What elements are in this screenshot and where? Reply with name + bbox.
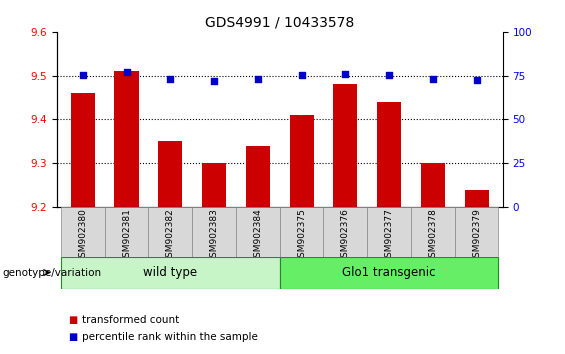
- Text: ■: ■: [68, 332, 77, 342]
- Bar: [105, 207, 149, 257]
- Text: percentile rank within the sample: percentile rank within the sample: [82, 332, 258, 342]
- Title: GDS4991 / 10433578: GDS4991 / 10433578: [205, 15, 354, 29]
- Point: [166, 76, 175, 82]
- Point: [122, 69, 131, 75]
- Text: GSM902375: GSM902375: [297, 209, 306, 263]
- Bar: [202, 163, 226, 207]
- Bar: [158, 141, 182, 207]
- Bar: [367, 207, 411, 257]
- Bar: [323, 207, 367, 257]
- Text: GSM902381: GSM902381: [122, 209, 131, 263]
- Text: wild type: wild type: [143, 266, 197, 279]
- Bar: [411, 207, 455, 257]
- Text: GSM902384: GSM902384: [253, 209, 262, 263]
- Bar: [377, 102, 401, 207]
- Text: GSM902380: GSM902380: [79, 209, 87, 263]
- Bar: [289, 115, 314, 207]
- Text: GSM902382: GSM902382: [166, 209, 175, 263]
- Point: [341, 71, 350, 77]
- Bar: [192, 207, 236, 257]
- Bar: [61, 207, 105, 257]
- Bar: [280, 207, 323, 257]
- Point: [385, 72, 394, 78]
- Point: [297, 72, 306, 78]
- Text: transformed count: transformed count: [82, 315, 179, 325]
- Text: GSM902378: GSM902378: [428, 209, 437, 263]
- Text: GSM902383: GSM902383: [210, 209, 219, 263]
- Bar: [115, 71, 138, 207]
- Bar: [236, 207, 280, 257]
- Text: GSM902377: GSM902377: [385, 209, 394, 263]
- Bar: [464, 189, 489, 207]
- Bar: [333, 84, 357, 207]
- Bar: [71, 93, 95, 207]
- Text: GSM902379: GSM902379: [472, 209, 481, 263]
- Bar: [61, 257, 280, 289]
- Bar: [280, 257, 498, 289]
- Point: [210, 78, 219, 84]
- Text: GSM902376: GSM902376: [341, 209, 350, 263]
- Bar: [455, 207, 498, 257]
- Bar: [149, 207, 192, 257]
- Point: [472, 77, 481, 83]
- Point: [253, 76, 262, 82]
- Text: genotype/variation: genotype/variation: [3, 268, 102, 278]
- Point: [428, 76, 437, 82]
- Bar: [421, 163, 445, 207]
- Bar: [246, 146, 270, 207]
- Point: [78, 72, 87, 78]
- Text: Glo1 transgenic: Glo1 transgenic: [342, 266, 436, 279]
- Text: ■: ■: [68, 315, 77, 325]
